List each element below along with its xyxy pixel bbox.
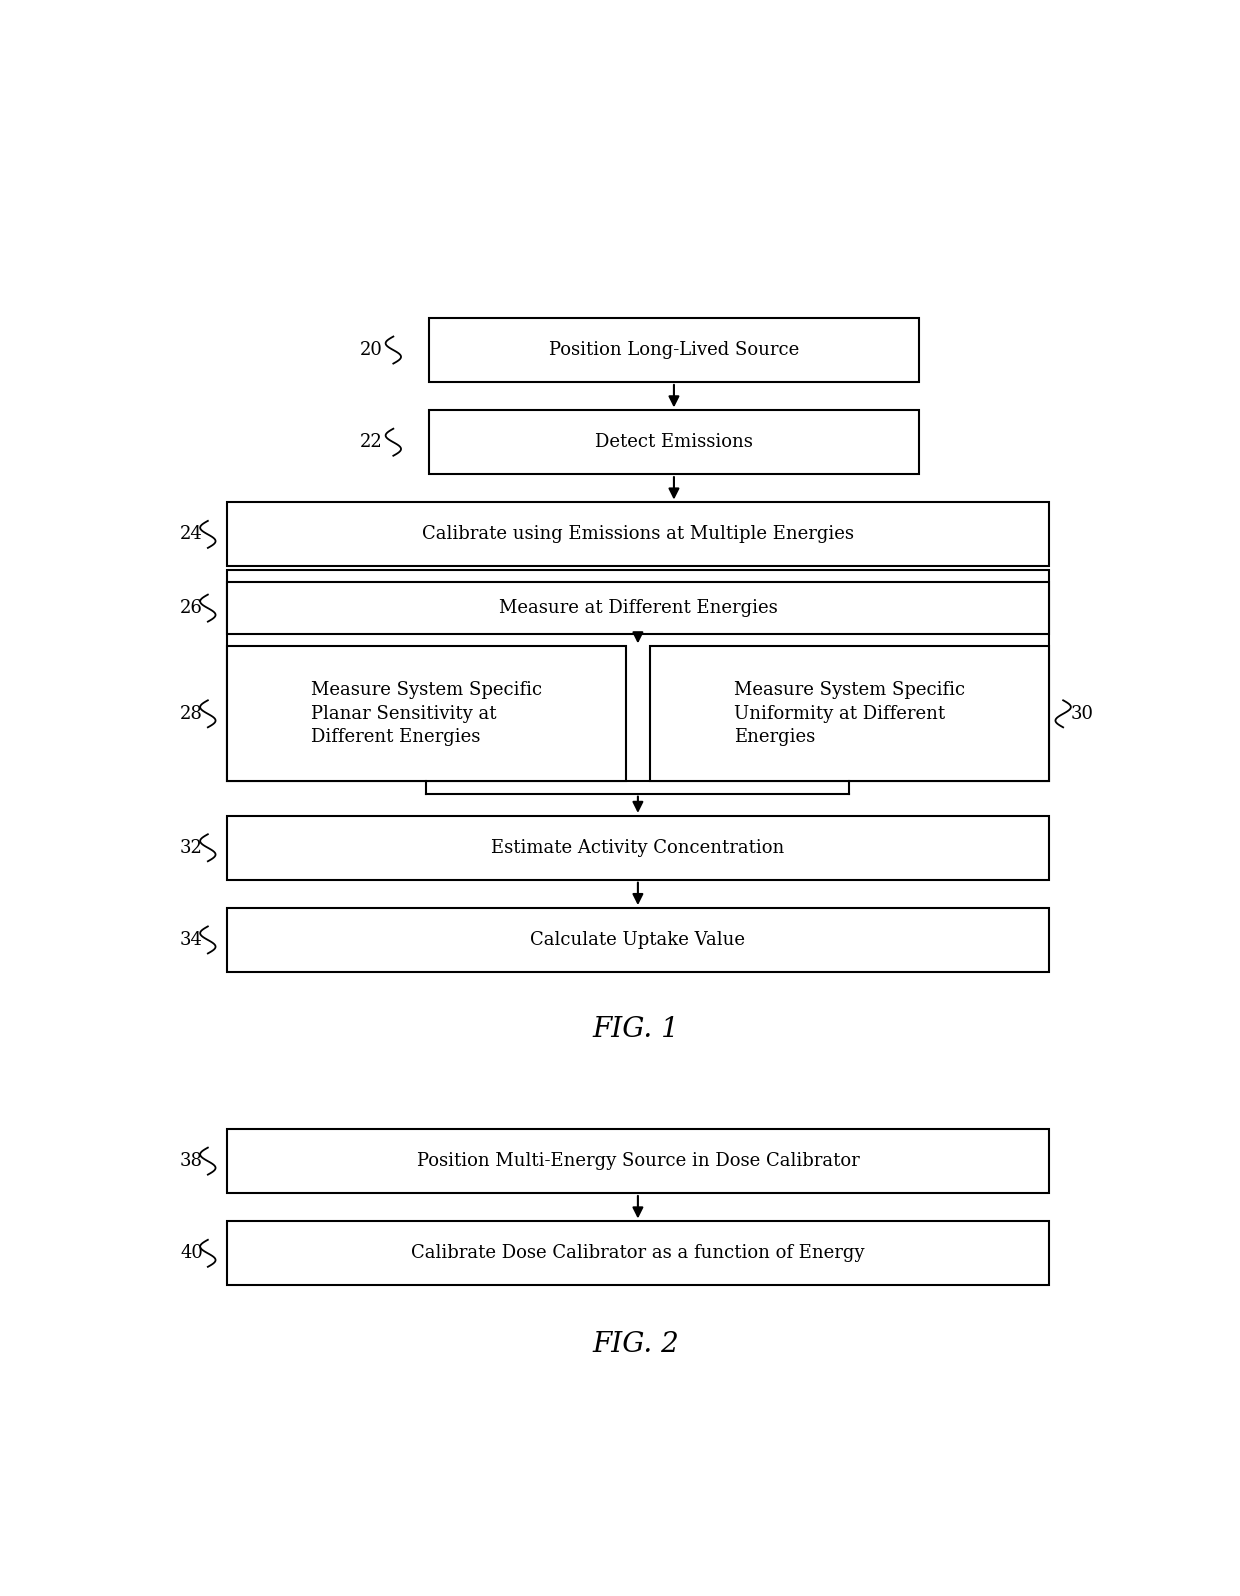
- Bar: [227, 503, 1049, 567]
- Bar: [227, 570, 1049, 782]
- Text: 28: 28: [180, 705, 203, 723]
- Text: 24: 24: [180, 525, 203, 543]
- Bar: [227, 908, 1049, 972]
- Bar: [429, 410, 919, 474]
- Text: Measure at Different Energies: Measure at Different Energies: [498, 598, 777, 618]
- Text: 32: 32: [180, 839, 203, 857]
- Text: 38: 38: [180, 1152, 203, 1170]
- Text: Estimate Activity Concentration: Estimate Activity Concentration: [491, 839, 785, 857]
- Bar: [227, 1130, 1049, 1194]
- Bar: [429, 318, 919, 381]
- Text: Calibrate Dose Calibrator as a function of Energy: Calibrate Dose Calibrator as a function …: [412, 1245, 864, 1262]
- Bar: [227, 1221, 1049, 1285]
- Text: Detect Emissions: Detect Emissions: [595, 433, 753, 452]
- Text: Position Long-Lived Source: Position Long-Lived Source: [549, 342, 799, 359]
- Bar: [227, 646, 626, 782]
- Text: 34: 34: [180, 930, 203, 950]
- Text: 30: 30: [1071, 705, 1094, 723]
- Bar: [227, 816, 1049, 879]
- Bar: [650, 646, 1049, 782]
- Text: Calculate Uptake Value: Calculate Uptake Value: [531, 930, 745, 950]
- Text: 26: 26: [180, 598, 203, 618]
- Text: 40: 40: [180, 1245, 203, 1262]
- Text: Measure System Specific
Uniformity at Different
Energies: Measure System Specific Uniformity at Di…: [734, 681, 965, 747]
- Text: 22: 22: [360, 433, 383, 452]
- Text: Measure System Specific
Planar Sensitivity at
Different Energies: Measure System Specific Planar Sensitivi…: [311, 681, 542, 747]
- Text: FIG. 2: FIG. 2: [593, 1331, 678, 1358]
- Bar: [227, 583, 1049, 634]
- Text: 20: 20: [360, 342, 383, 359]
- Text: Calibrate using Emissions at Multiple Energies: Calibrate using Emissions at Multiple En…: [422, 525, 854, 543]
- Text: FIG. 1: FIG. 1: [593, 1017, 678, 1044]
- Text: Position Multi-Energy Source in Dose Calibrator: Position Multi-Energy Source in Dose Cal…: [417, 1152, 859, 1170]
